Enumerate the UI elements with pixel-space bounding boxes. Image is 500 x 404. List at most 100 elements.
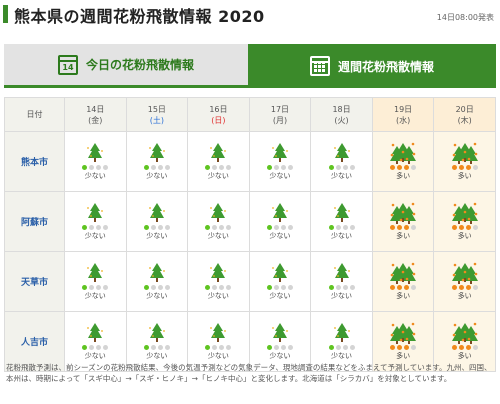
level-dots bbox=[82, 225, 109, 230]
level-dot bbox=[397, 225, 403, 230]
level-dot bbox=[451, 225, 457, 230]
pollen-trees-high-icon bbox=[390, 262, 417, 284]
level-dot bbox=[164, 285, 170, 290]
pollen-trees-high-icon bbox=[451, 202, 478, 224]
pollen-tree-low-icon bbox=[210, 323, 227, 342]
level-dot bbox=[472, 285, 478, 290]
forecast-cell: 少ない bbox=[125, 131, 189, 192]
pollen-level-label: 少ない bbox=[84, 352, 106, 360]
pollen-trees-high-icon bbox=[390, 322, 417, 344]
day-header: 18日 (火) bbox=[310, 97, 373, 132]
level-dot bbox=[349, 165, 355, 170]
level-dot bbox=[342, 225, 348, 230]
forecast-cell: 多い bbox=[433, 131, 496, 192]
level-dot bbox=[89, 345, 95, 350]
level-dot bbox=[273, 225, 279, 230]
level-dot bbox=[411, 285, 417, 290]
level-dots bbox=[390, 285, 417, 290]
forecast-cell: 少ない bbox=[125, 251, 189, 312]
day-header: 15日 (土) bbox=[125, 97, 189, 132]
level-dot bbox=[82, 165, 88, 170]
calendar-day-number: 14 bbox=[62, 62, 74, 72]
level-dot bbox=[390, 165, 396, 170]
level-dot bbox=[150, 225, 156, 230]
tab-today[interactable]: 14 今日の花粉飛散情報 bbox=[4, 44, 248, 88]
pollen-tree-low-icon bbox=[272, 143, 288, 162]
level-dot bbox=[143, 285, 149, 290]
pollen-level-label: 多い bbox=[396, 292, 411, 300]
level-dot bbox=[342, 285, 348, 290]
day-header: 20日 (木) bbox=[433, 97, 496, 132]
level-dots bbox=[451, 225, 478, 230]
level-dot bbox=[335, 285, 341, 290]
level-dot bbox=[96, 345, 102, 350]
pollen-level-label: 少ない bbox=[331, 292, 353, 300]
level-dots bbox=[143, 345, 170, 350]
table-row: 人吉市 少ない 少ない 少ない 少ない 少ない 多い 多い bbox=[4, 311, 496, 372]
forecast-cell: 多い bbox=[371, 311, 435, 372]
table-row: 熊本市 少ない 少ない 少ない 少ない 少ない 多い 多い bbox=[4, 131, 496, 192]
level-dots bbox=[266, 345, 293, 350]
level-dot bbox=[342, 345, 348, 350]
level-dot bbox=[157, 285, 163, 290]
level-dots bbox=[451, 345, 478, 350]
table-header-row: 日付 14日 (金) 15日 (土) 16日 (日) 17日 (月) 18日 (火) 19日 (水) 2… bbox=[4, 97, 496, 132]
forecast-cell: 少ない bbox=[64, 311, 127, 372]
pollen-level-label: 少ない bbox=[207, 172, 229, 180]
pollen-trees-high-icon bbox=[390, 142, 417, 164]
level-dot bbox=[143, 165, 149, 170]
date-corner-label: 日付 bbox=[4, 97, 65, 132]
level-dot bbox=[212, 345, 218, 350]
level-dot bbox=[280, 225, 286, 230]
pollen-tree-low-icon bbox=[87, 143, 104, 162]
level-dot bbox=[280, 345, 286, 350]
tab-today-label: 今日の花粉飛散情報 bbox=[85, 58, 194, 72]
tab-weekly[interactable]: 週間花粉飛散情報 bbox=[248, 44, 496, 88]
level-dot bbox=[157, 225, 163, 230]
level-dot bbox=[205, 285, 211, 290]
level-dot bbox=[164, 225, 170, 230]
table-row: 天草市 少ない 少ない 少ない 少ない 少ない 多い 多い bbox=[4, 251, 496, 312]
level-dot bbox=[89, 285, 95, 290]
level-dot bbox=[219, 165, 225, 170]
day-weekday: (日) bbox=[211, 115, 226, 125]
pollen-tree-low-icon bbox=[210, 203, 227, 222]
level-dot bbox=[205, 345, 211, 350]
level-dot bbox=[82, 345, 88, 350]
level-dot bbox=[103, 165, 109, 170]
tab-weekly-label: 週間花粉飛散情報 bbox=[337, 59, 434, 74]
pollen-tree-low-icon bbox=[148, 203, 165, 222]
level-dot bbox=[404, 285, 410, 290]
day-date: 18日 bbox=[332, 104, 351, 114]
pollen-tree-low-icon bbox=[210, 143, 227, 162]
level-dot bbox=[397, 285, 403, 290]
level-dots bbox=[451, 285, 478, 290]
forecast-cell: 少ない bbox=[248, 191, 312, 252]
pollen-tree-low-icon bbox=[87, 203, 104, 222]
level-dot bbox=[266, 225, 272, 230]
level-dot bbox=[390, 225, 396, 230]
pollen-tree-low-icon bbox=[148, 143, 165, 162]
level-dot bbox=[89, 165, 95, 170]
day-date: 15日 bbox=[147, 104, 166, 114]
pollen-tree-low-icon bbox=[148, 263, 165, 282]
forecast-cell: 少ない bbox=[310, 251, 373, 312]
day-date: 20日 bbox=[455, 104, 474, 114]
pollen-level-label: 多い bbox=[396, 172, 411, 180]
forecast-cell: 少ない bbox=[187, 191, 250, 252]
level-dot bbox=[411, 345, 417, 350]
level-dots bbox=[205, 285, 232, 290]
pollen-level-label: 多い bbox=[457, 352, 472, 360]
page-title: 熊本県の週間花粉飛散情報 2020 bbox=[14, 7, 265, 26]
level-dot bbox=[212, 285, 218, 290]
day-date: 16日 bbox=[209, 104, 228, 114]
forecast-cell: 多い bbox=[433, 251, 496, 312]
pollen-trees-high-icon bbox=[390, 202, 417, 224]
pollen-tree-low-icon bbox=[333, 203, 350, 222]
level-dot bbox=[472, 225, 478, 230]
level-dot bbox=[273, 165, 279, 170]
city-name: 天草市 bbox=[4, 251, 65, 312]
city-name: 熊本市 bbox=[4, 131, 65, 192]
level-dot bbox=[212, 165, 218, 170]
level-dot bbox=[472, 345, 478, 350]
